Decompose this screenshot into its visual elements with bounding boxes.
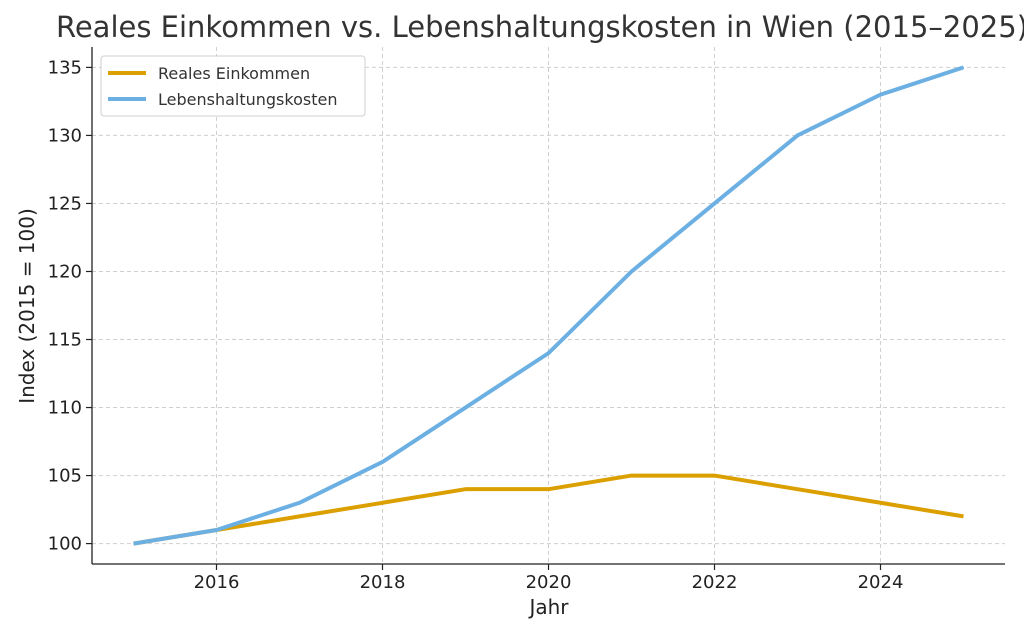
x-tick-label: 2020 — [526, 572, 572, 593]
x-tick-label: 2024 — [858, 572, 904, 593]
legend: Reales Einkommen Lebenshaltungskosten — [100, 55, 366, 117]
y-tick-label: 135 — [48, 57, 82, 78]
y-tick-label: 130 — [48, 125, 82, 146]
axes: 2016 2018 2020 2022 2024 100 105 110 115 120 125 13… — [48, 47, 1005, 593]
series-lines — [133, 65, 965, 546]
y-tick-label: 100 — [48, 534, 82, 555]
y-tick-label: 120 — [48, 261, 82, 282]
x-tick-label: 2016 — [194, 572, 240, 593]
legend-items: Reales Einkommen Lebenshaltungskosten — [108, 64, 337, 109]
legend-box — [100, 55, 366, 117]
y-axis-title: Index (2015 = 100) — [15, 208, 39, 404]
legend-label-2: Lebenshaltungskosten — [158, 90, 337, 109]
grid — [92, 47, 1005, 564]
y-tick-label: 125 — [48, 193, 82, 214]
y-tick-label: 115 — [48, 330, 82, 351]
legend-label-1: Reales Einkommen — [158, 64, 310, 83]
y-tick-label: 110 — [48, 398, 82, 419]
y-tick-label: 105 — [48, 466, 82, 487]
x-tick-label: 2022 — [692, 572, 738, 593]
chart-title: Reales Einkommen vs. Lebenshaltungskoste… — [56, 10, 1024, 44]
x-tick-label: 2018 — [360, 572, 406, 593]
x-axis-title: Jahr — [527, 595, 569, 619]
series-line-1 — [133, 473, 964, 546]
series-line-2 — [133, 65, 965, 546]
